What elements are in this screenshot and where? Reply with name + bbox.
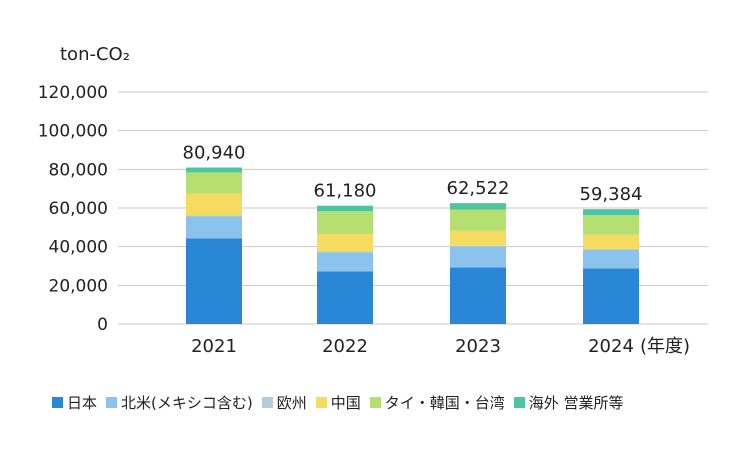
bars: 80,940 61,180 62,522 59,384 — [183, 143, 643, 324]
legend-item: 欧州 — [261, 392, 307, 413]
bar-segment — [583, 249, 639, 269]
legend-label: 欧州 — [276, 394, 307, 412]
bar-segment — [450, 246, 506, 268]
bar-segment — [583, 234, 639, 249]
x-axis-label: (年度) — [640, 336, 691, 357]
y-tick-label: 20,000 — [49, 276, 108, 296]
legend-label: 中国 — [330, 394, 361, 412]
x-tick-label: 2022 — [322, 336, 368, 357]
legend-item: 海外 営業所等 — [513, 392, 624, 413]
total-data-label: 59,384 — [580, 184, 643, 205]
legend-label: 海外 営業所等 — [528, 394, 624, 412]
y-tick-label: 40,000 — [49, 238, 108, 258]
legend-label: 北米(メキシコ含む) — [121, 394, 253, 412]
total-data-label: 61,180 — [314, 181, 377, 202]
bar-segment — [317, 205, 373, 212]
legend-swatch — [261, 397, 273, 408]
bar-segment — [583, 268, 639, 324]
legend-swatch — [106, 397, 118, 408]
legend-item: 北米(メキシコ含む) — [106, 392, 253, 413]
bar-segment — [186, 172, 242, 194]
y-tick-label: 0 — [97, 315, 108, 335]
bar-segment — [583, 215, 639, 235]
bar-segment — [450, 267, 506, 324]
x-tick-label: 2021 — [191, 336, 237, 357]
y-tick-label: 100,000 — [38, 122, 108, 142]
total-data-label: 80,940 — [183, 143, 246, 164]
legend-label: 日本 — [67, 394, 98, 412]
legend-item: タイ・韓国・台湾 — [369, 392, 505, 413]
legend-label: タイ・韓国・台湾 — [384, 394, 505, 412]
bar-segment — [317, 234, 373, 252]
y-tick-label: 120,000 — [38, 83, 108, 103]
bar-segment — [186, 238, 242, 324]
y-axis-unit-label: ton-CO₂ — [60, 44, 130, 65]
bar-segment — [583, 209, 639, 216]
x-tick-label: 2024 — [588, 336, 634, 357]
bar-segment — [186, 216, 242, 239]
bar-segment — [450, 230, 506, 246]
legend-swatch — [513, 397, 525, 408]
bar-segment — [186, 193, 242, 216]
x-tick-label: 2023 — [455, 336, 501, 357]
bar-segment — [186, 167, 242, 173]
y-axis: 0 20,000 40,000 60,000 80,000 100,000 120,000 — [38, 83, 108, 335]
legend-swatch — [315, 397, 327, 408]
legend-swatch — [369, 397, 381, 408]
bar-segment — [317, 252, 373, 272]
legend-item: 日本 — [52, 392, 97, 413]
x-axis: 2021 2022 2023 2024 — [191, 336, 634, 357]
bar-segment — [317, 211, 373, 235]
bar-segment — [186, 215, 242, 217]
legend: 日本 北米(メキシコ含む) 欧州 中国 タイ・韓国・台湾 海外 営業所等 — [52, 392, 633, 413]
total-data-label: 62,522 — [447, 178, 510, 199]
legend-swatch — [52, 397, 63, 408]
y-tick-label: 60,000 — [49, 199, 108, 219]
bar-segment — [450, 203, 506, 210]
bar-segment — [317, 251, 373, 253]
y-tick-label: 80,000 — [49, 160, 108, 180]
bar-segment — [450, 209, 506, 231]
legend-item: 中国 — [315, 392, 361, 413]
bar-segment — [450, 245, 506, 247]
bar-segment — [583, 248, 639, 250]
bar-segment — [317, 271, 373, 324]
